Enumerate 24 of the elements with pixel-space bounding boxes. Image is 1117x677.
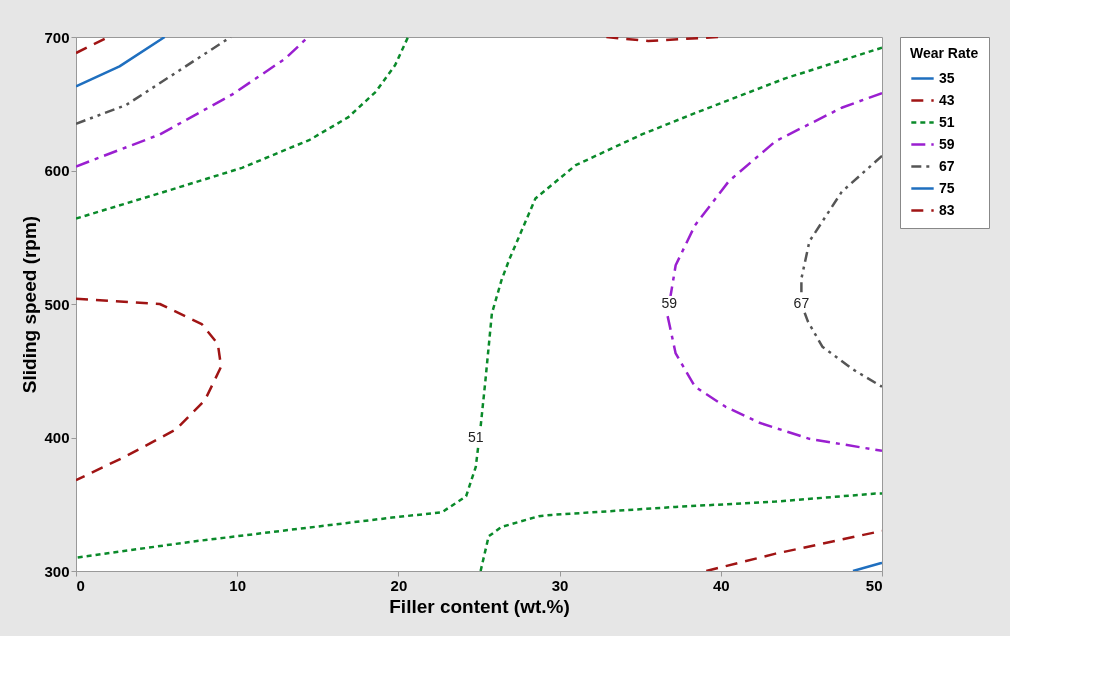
legend-label: 59 — [939, 135, 955, 152]
x-axis-title: Filler content (wt.%) — [389, 595, 570, 617]
x-tick-label: 30 — [551, 576, 569, 594]
x-tick-label: 20 — [390, 576, 408, 594]
annotation: 67 — [793, 295, 810, 311]
annotation: 59 — [661, 295, 678, 311]
legend-label: 51 — [939, 113, 955, 130]
x-tick-label: 0 — [76, 576, 85, 594]
y-tick-label: 500 — [44, 295, 70, 313]
y-tick-label: 400 — [44, 429, 70, 446]
x-tick-label: 10 — [229, 576, 247, 594]
annotation: 51 — [467, 428, 484, 445]
legend-label: 43 — [939, 91, 955, 108]
legend-label: 35 — [939, 69, 955, 86]
x-tick-label: 40 — [712, 576, 730, 594]
y-axis-title: Sliding speed (rpm) — [19, 215, 41, 394]
legend-label: 67 — [939, 157, 955, 174]
y-tick-label: 300 — [44, 562, 70, 580]
y-tick-label: 700 — [44, 28, 70, 46]
x-tick-label: 50 — [865, 576, 883, 594]
y-tick-label: 600 — [44, 162, 70, 179]
legend-label: 75 — [939, 179, 955, 196]
legend-label: 83 — [939, 201, 955, 218]
legend-title: Wear Rate — [910, 45, 979, 61]
